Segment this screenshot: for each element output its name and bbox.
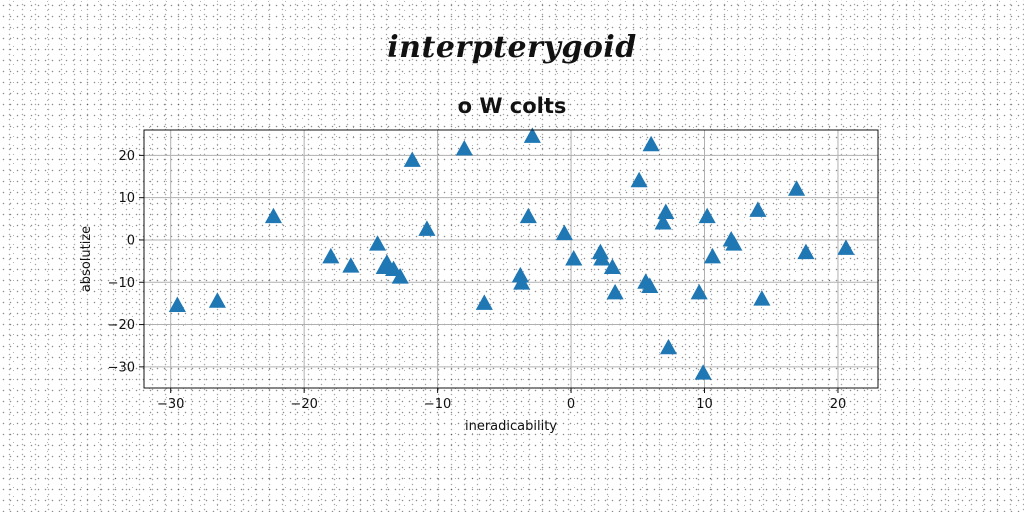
data-point-marker — [703, 247, 722, 264]
data-point-marker — [606, 283, 624, 300]
y-tick-label: 10 — [118, 191, 135, 206]
data-point-marker — [418, 220, 436, 236]
data-point-marker — [523, 127, 541, 143]
data-point-marker — [555, 224, 573, 241]
data-point-marker — [657, 203, 675, 219]
x-tick-label: −20 — [290, 397, 317, 412]
data-point-marker — [698, 207, 716, 224]
data-point-marker — [749, 201, 767, 217]
data-point-marker — [654, 214, 672, 230]
y-tick-label: −30 — [108, 360, 135, 375]
data-point-marker — [368, 235, 387, 251]
data-point-marker — [725, 235, 743, 251]
x-axis-label: ineradicability — [465, 419, 557, 434]
x-tick-label: −10 — [424, 397, 451, 412]
data-point-marker — [385, 260, 403, 277]
data-point-marker — [753, 290, 771, 306]
data-point-marker — [642, 135, 660, 152]
data-point-marker — [690, 283, 708, 300]
data-point-marker — [694, 364, 712, 380]
y-tick-label: −20 — [108, 318, 135, 333]
data-point-marker — [475, 294, 493, 310]
data-point-marker — [837, 239, 855, 255]
chart-suptitle: interpterygoid — [387, 30, 637, 65]
y-tick-label: 20 — [118, 149, 135, 164]
x-tick-label: −30 — [157, 397, 184, 412]
data-point-marker — [565, 250, 583, 266]
data-point-marker — [455, 140, 473, 156]
grid-lines — [144, 130, 878, 388]
data-point-marker — [342, 257, 360, 273]
data-point-marker — [797, 243, 815, 260]
data-point-marker — [603, 258, 621, 274]
data-point-marker — [641, 277, 659, 293]
data-markers — [168, 127, 855, 380]
data-point-marker — [403, 151, 421, 167]
axes-frame — [143, 129, 879, 389]
tick-labels: −30 −20 −10 0 10 20 −30 −20 −10 0 10 20 — [108, 149, 847, 412]
data-point-marker — [659, 338, 678, 355]
y-axis-label: absolutize — [79, 226, 94, 292]
data-point-marker — [788, 180, 806, 196]
y-tick-label: −10 — [108, 276, 135, 291]
data-point-marker — [168, 296, 186, 313]
y-tick-label: 0 — [127, 233, 135, 248]
chart-title: o W colts — [457, 94, 567, 118]
data-point-marker — [593, 250, 611, 266]
data-point-marker — [322, 247, 340, 264]
x-tick-label: 10 — [696, 397, 713, 412]
x-tick-label: 20 — [830, 397, 847, 412]
data-point-marker — [591, 243, 609, 260]
data-point-marker — [630, 171, 648, 188]
data-point-marker — [519, 207, 537, 224]
data-point-marker — [513, 274, 531, 290]
data-point-marker — [511, 266, 529, 283]
x-tick-label: 0 — [567, 397, 575, 412]
data-point-marker — [391, 268, 409, 284]
data-point-marker — [208, 292, 226, 308]
data-point-marker — [264, 207, 283, 224]
